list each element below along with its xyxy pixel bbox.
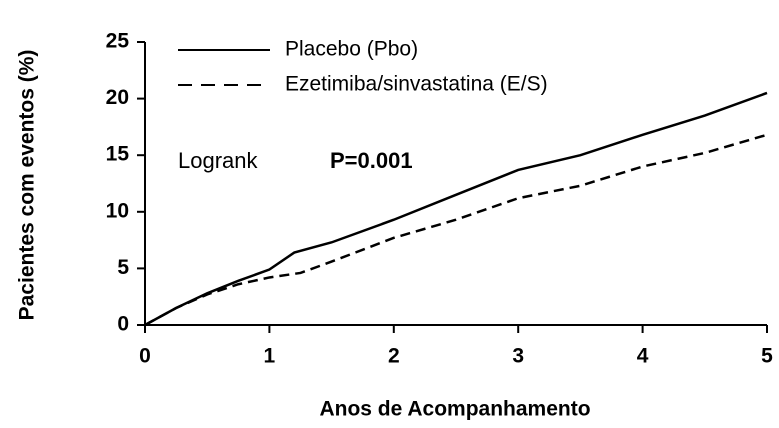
x-tick-label: 4	[637, 345, 649, 368]
x-axis-label: Anos de Acompanhamento	[319, 398, 590, 421]
x-tick-label: 1	[264, 345, 276, 368]
x-tick-label: 0	[139, 345, 151, 368]
annotation: Logrank	[178, 148, 259, 173]
x-tick-label: 5	[761, 345, 773, 368]
x-tick-label: 3	[512, 345, 524, 368]
y-tick-label: 0	[117, 313, 129, 336]
y-tick-label: 20	[106, 86, 129, 109]
annotation: P=0.001	[330, 148, 413, 173]
y-tick-label: 25	[106, 30, 130, 53]
y-tick-label: 5	[117, 256, 129, 279]
series-line	[144, 91, 768, 327]
legend-label: Placebo (Pbo)	[285, 38, 418, 61]
y-axis-label: Pacientes com eventos (%)	[16, 50, 39, 321]
legend-label: Ezetimiba/sinvastatina (E/S)	[285, 73, 548, 96]
series-line	[144, 133, 768, 327]
y-tick-label: 15	[106, 143, 130, 166]
y-tick-label: 10	[106, 199, 129, 222]
x-tick-label: 2	[388, 345, 400, 368]
